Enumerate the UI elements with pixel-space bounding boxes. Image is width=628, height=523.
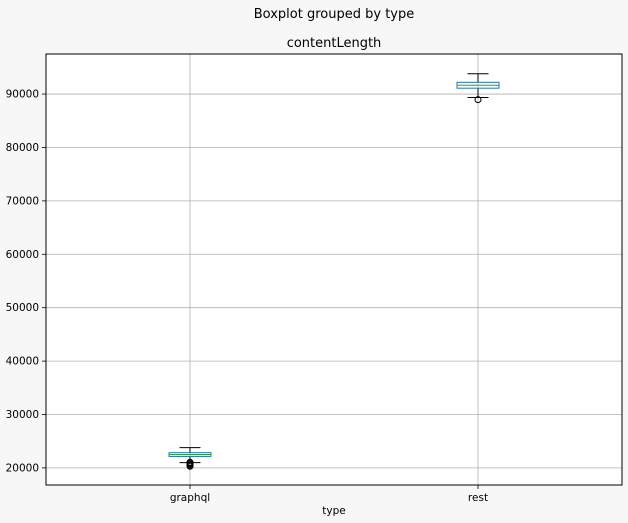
y-tick-label: 90000 (6, 89, 39, 101)
y-tick-label: 80000 (6, 142, 39, 154)
y-tick-label: 20000 (6, 462, 39, 474)
y-tick-label: 30000 (6, 409, 39, 421)
chart-title: contentLength (287, 36, 382, 51)
y-tick-label: 50000 (6, 302, 39, 314)
outlier-graphql (186, 458, 194, 466)
y-tick-label: 70000 (6, 195, 39, 207)
x-tick-label: rest (468, 492, 488, 504)
tick-layer: 20000 30000 40000 50000 60000 70000 80000 90000… (6, 89, 488, 504)
chart-suptitle: Boxplot grouped by type (254, 7, 414, 22)
grid-layer (46, 54, 622, 485)
x-axis-label: type (322, 505, 345, 517)
plot-area (46, 54, 622, 485)
x-tick-label: graphql (170, 492, 210, 504)
y-tick-label: 40000 (6, 356, 39, 368)
plot-frame (45, 53, 623, 486)
y-tick-label: 60000 (6, 249, 39, 261)
box-layer (168, 73, 500, 470)
outlier-rest (474, 96, 482, 104)
